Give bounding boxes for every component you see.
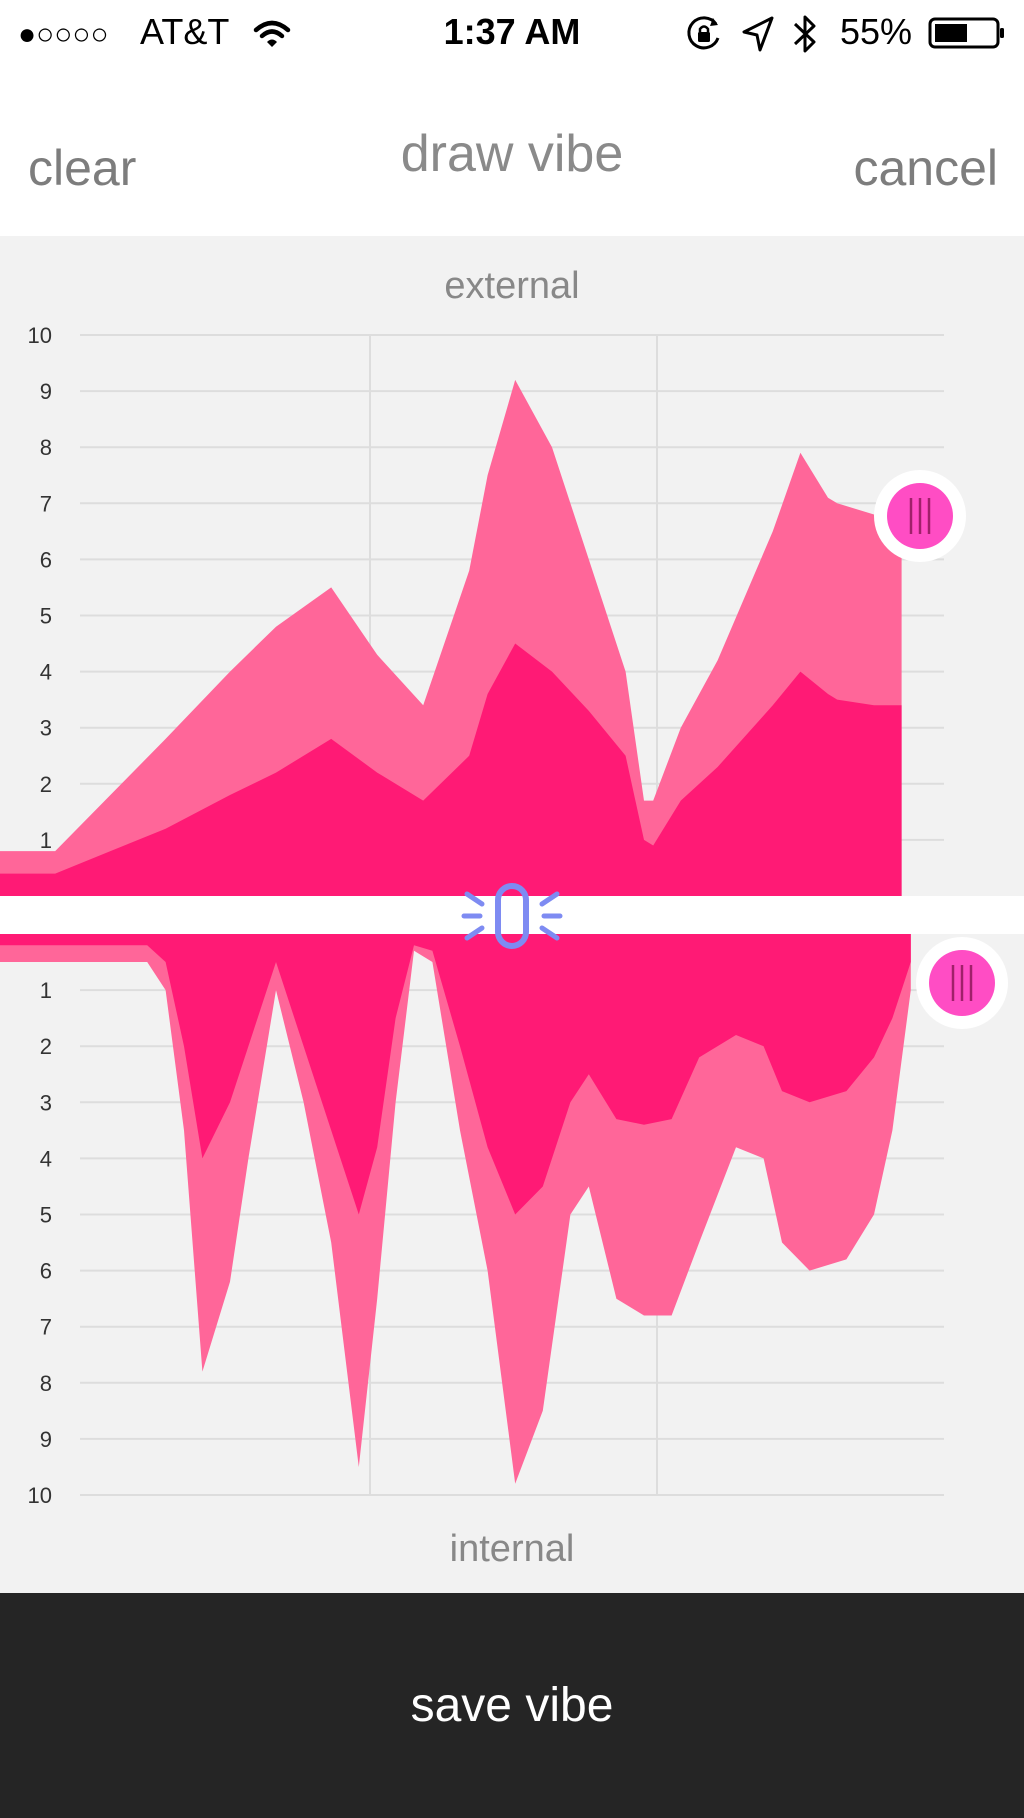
cancel-button[interactable]: cancel (853, 140, 998, 196)
link-icon[interactable] (495, 883, 529, 949)
y-tick-label: 1 (40, 978, 52, 1003)
link-icon-spark (464, 891, 485, 907)
orientation-lock-icon (684, 14, 724, 64)
page-title: draw vibe (400, 125, 624, 183)
link-icon-spark (539, 925, 560, 941)
bluetooth-icon (790, 12, 820, 66)
signal-strength: ●○○○○ (18, 18, 109, 51)
y-tick-label: 10 (28, 1483, 52, 1508)
y-tick-label: 4 (40, 660, 52, 685)
save-vibe-button[interactable]: save vibe (410, 1679, 614, 1732)
chart-title-internal: internal (450, 1528, 575, 1570)
status-bar: ●○○○○ AT&T 1:37 AM 55% (0, 0, 1024, 66)
y-tick-label: 2 (40, 772, 52, 797)
clock-time: 1:37 AM (443, 11, 581, 52)
nav-bar: clear draw vibe cancel (0, 66, 1024, 236)
y-tick-label: 8 (40, 435, 52, 460)
y-tick-label: 5 (40, 1203, 52, 1228)
center-divider (0, 896, 1024, 934)
battery-percentage: 55% (840, 11, 913, 52)
link-icon-spark (539, 891, 560, 907)
y-tick-label: 9 (40, 379, 52, 404)
y-tick-label: 5 (40, 604, 52, 629)
battery-icon (928, 16, 1008, 60)
area-series-base (0, 643, 902, 896)
vibe-editor[interactable]: 1 2 3 4 5 6 7 8 9 10 external 1 2 3 4 5 6 7 8 9 10 internal (0, 236, 1024, 1593)
y-tick-label: 7 (40, 491, 52, 516)
y-tick-label: 3 (40, 716, 52, 741)
y-tick-label: 8 (40, 1371, 52, 1396)
carrier-name: AT&T (140, 11, 230, 52)
y-tick-label: 6 (40, 547, 52, 572)
area-series-peak (0, 379, 902, 896)
y-tick-label: 10 (28, 323, 52, 348)
wifi-icon (252, 16, 292, 60)
clear-button[interactable]: clear (28, 140, 137, 196)
y-tick-label: 7 (40, 1315, 52, 1340)
chart-title-external: external (444, 265, 579, 307)
y-tick-label: 2 (40, 1034, 52, 1059)
link-icon-spark (464, 925, 485, 941)
area-series-base (0, 934, 911, 1215)
y-tick-label: 4 (40, 1146, 52, 1171)
y-tick-label: 9 (40, 1427, 52, 1452)
y-tick-label: 3 (40, 1090, 52, 1115)
save-bar[interactable]: save vibe (0, 1593, 1024, 1818)
y-tick-label: 6 (40, 1259, 52, 1284)
location-arrow-icon (740, 14, 776, 64)
y-tick-label: 1 (40, 828, 52, 853)
vibe-chart[interactable]: 1 2 3 4 5 6 7 8 9 10 external 1 2 3 4 5 6 7 8 9 10 internal (0, 236, 1024, 1593)
